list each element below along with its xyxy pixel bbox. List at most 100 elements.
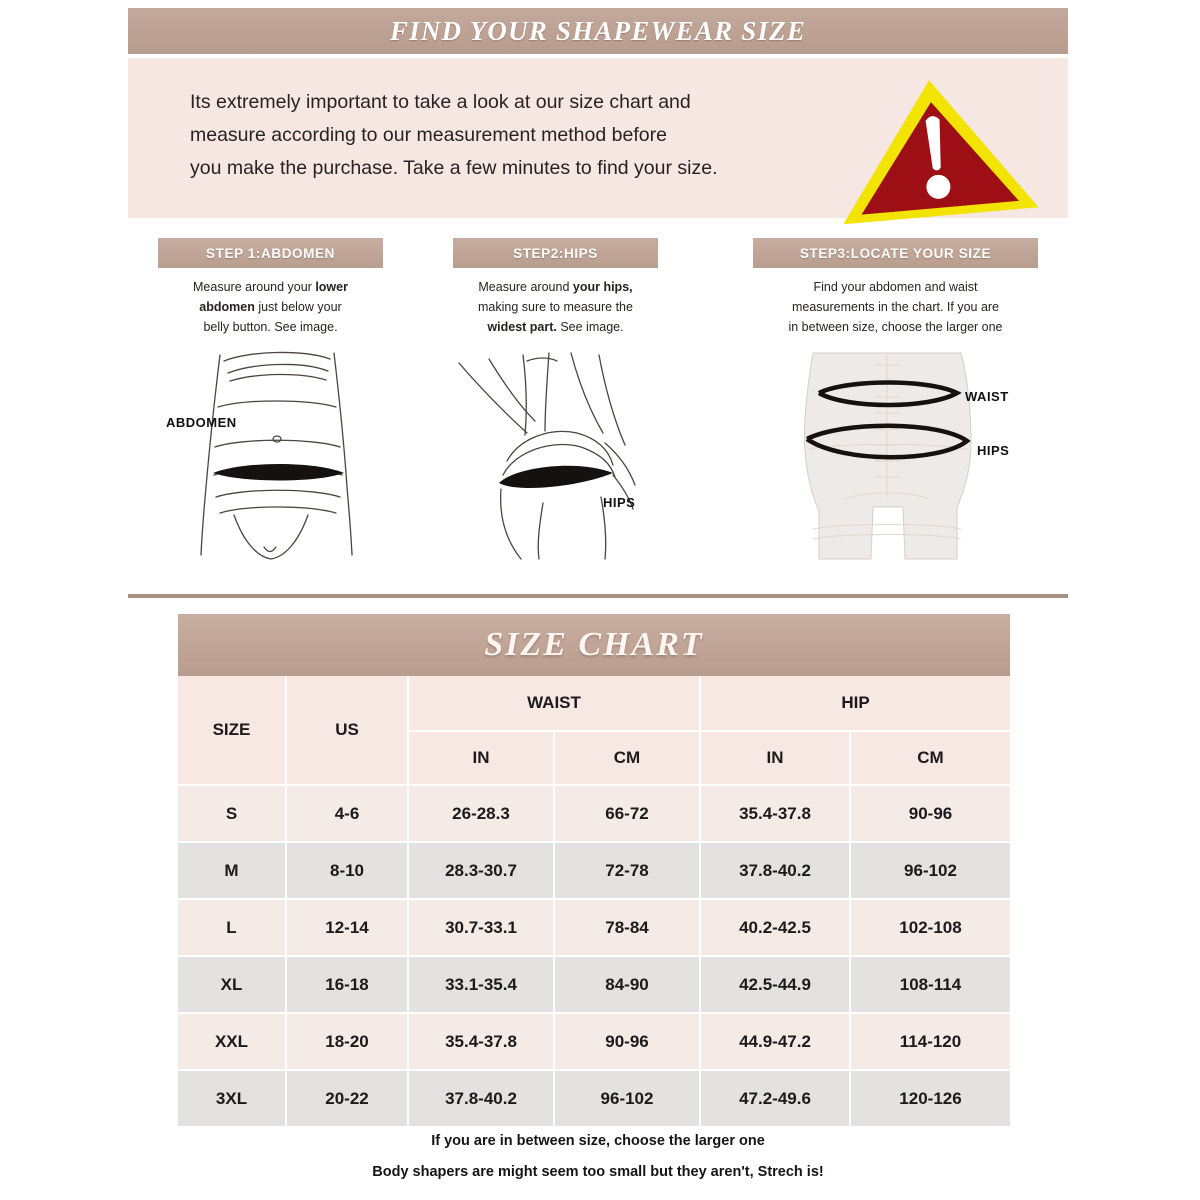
cell-waist-in: 30.7-33.1 <box>408 899 555 957</box>
cell-waist-cm: 90-96 <box>554 1013 701 1071</box>
table-row: S 4-6 26-28.3 66-72 35.4-37.8 90-96 <box>178 785 1010 843</box>
step-2-line2: making sure to measure the <box>478 300 633 314</box>
abdomen-figure-label: ABDOMEN <box>166 415 237 430</box>
step-1-description: Measure around your lower abdomen just b… <box>158 277 383 337</box>
cell-size: 3XL <box>178 1070 287 1128</box>
cell-us: 18-20 <box>286 1013 409 1071</box>
cell-hip-cm: 108-114 <box>850 956 1010 1014</box>
cell-hip-in: 40.2-42.5 <box>700 899 851 957</box>
step-3-locate-size: STEP3:LOCATE YOUR SIZE Find your abdomen… <box>753 238 1038 567</box>
intro-line-2: measure according to our measurement met… <box>190 124 667 146</box>
cell-hip-in: 35.4-37.8 <box>700 785 851 843</box>
cell-waist-cm: 96-102 <box>554 1070 701 1128</box>
step-2-description: Measure around your hips, making sure to… <box>453 277 658 337</box>
cell-us: 20-22 <box>286 1070 409 1128</box>
cell-size: XL <box>178 956 287 1014</box>
step-1-heading: STEP 1:ABDOMEN <box>206 245 335 261</box>
cell-waist-cm: 72-78 <box>554 842 701 900</box>
cell-waist-in: 28.3-30.7 <box>408 842 555 900</box>
footnote-line-1: If you are in between size, choose the l… <box>431 1133 765 1149</box>
intro-line-3: you make the purchase. Take a few minute… <box>190 157 718 179</box>
intro-line-1: Its extremely important to take a look a… <box>190 91 691 113</box>
cell-waist-in: 35.4-37.8 <box>408 1013 555 1071</box>
step-2-line1-pre: Measure around <box>478 280 573 294</box>
table-row: 3XL 20-22 37.8-40.2 96-102 47.2-49.6 120… <box>178 1070 1010 1128</box>
step-1-heading-bar: STEP 1:ABDOMEN <box>158 238 383 268</box>
cell-waist-cm: 84-90 <box>554 956 701 1014</box>
step-1-line1-bold: lower <box>315 280 348 294</box>
cell-hip-cm: 120-126 <box>850 1070 1010 1128</box>
step-3-heading-bar: STEP3:LOCATE YOUR SIZE <box>753 238 1038 268</box>
cell-size: XXL <box>178 1013 287 1071</box>
col-subheader-waist-cm: CM <box>554 731 701 786</box>
col-header-size: SIZE <box>178 676 287 786</box>
abdomen-measure-illustration: ABDOMEN <box>158 347 383 567</box>
cell-hip-in: 44.9-47.2 <box>700 1013 851 1071</box>
cell-waist-cm: 78-84 <box>554 899 701 957</box>
col-header-waist: WAIST <box>408 676 701 732</box>
hips-figure-label: HIPS <box>603 495 635 510</box>
section-divider <box>128 594 1068 598</box>
cell-us: 16-18 <box>286 956 409 1014</box>
step-2-heading: STEP2:HIPS <box>513 245 598 261</box>
size-chart-block: SIZE CHART SIZE US WAIST HIP IN CM IN CM <box>178 614 1010 1128</box>
step-3-line3: in between size, choose the larger one <box>788 320 1003 334</box>
table-row: XXL 18-20 35.4-37.8 90-96 44.9-47.2 114-… <box>178 1013 1010 1071</box>
cell-size: M <box>178 842 287 900</box>
col-subheader-hip-in: IN <box>700 731 851 786</box>
intro-paragraph: Its extremely important to take a look a… <box>190 86 830 185</box>
cell-size: S <box>178 785 287 843</box>
cell-us: 4-6 <box>286 785 409 843</box>
table-body: S 4-6 26-28.3 66-72 35.4-37.8 90-96 M 8-… <box>178 785 1010 1128</box>
cell-hip-cm: 102-108 <box>850 899 1010 957</box>
shapewear-garment-illustration: WAIST HIPS <box>753 347 1038 567</box>
step-3-description: Find your abdomen and waist measurements… <box>753 277 1038 337</box>
measurement-steps: STEP 1:ABDOMEN Measure around your lower… <box>128 238 1068 583</box>
step-2-line3-bold: widest part. <box>487 320 557 334</box>
step-1-line2-post: just below your <box>254 300 342 314</box>
warning-triangle-icon <box>828 68 1043 228</box>
step-1-line3: belly button. See image. <box>203 320 338 334</box>
table-header-row-units: IN CM IN CM <box>178 731 1010 786</box>
main-title-bar: FIND YOUR SHAPEWEAR SIZE <box>128 8 1068 54</box>
step-3-line2: measurements in the chart. If you are <box>791 300 1000 314</box>
col-subheader-hip-cm: CM <box>850 731 1010 786</box>
cell-hip-cm: 96-102 <box>850 842 1010 900</box>
cell-us: 12-14 <box>286 899 409 957</box>
step-3-heading: STEP3:LOCATE YOUR SIZE <box>799 245 992 261</box>
col-subheader-waist-in: IN <box>408 731 555 786</box>
cell-waist-cm: 66-72 <box>554 785 701 843</box>
size-chart-table: SIZE US WAIST HIP IN CM IN CM S 4-6 26-2… <box>178 676 1010 1128</box>
col-header-us: US <box>286 676 409 786</box>
table-row: L 12-14 30.7-33.1 78-84 40.2-42.5 102-10… <box>178 899 1010 957</box>
table-header-row-groups: SIZE US WAIST HIP <box>178 676 1010 786</box>
cell-hip-in: 37.8-40.2 <box>700 842 851 900</box>
step-1-line1-pre: Measure around your <box>193 280 316 294</box>
cell-hip-in: 42.5-44.9 <box>700 956 851 1014</box>
size-chart-heading-bar: SIZE CHART <box>178 614 1010 676</box>
hips-figure-label-3: HIPS <box>977 443 1009 458</box>
cell-hip-cm: 90-96 <box>850 785 1010 843</box>
col-header-hip: HIP <box>700 676 1010 732</box>
cell-us: 8-10 <box>286 842 409 900</box>
table-row: XL 16-18 33.1-35.4 84-90 42.5-44.9 108-1… <box>178 956 1010 1014</box>
step-2-heading-bar: STEP2:HIPS <box>453 238 658 268</box>
footnotes: If you are in between size, choose the l… <box>128 1126 1068 1188</box>
step-2-line3-post: See image. <box>556 320 624 334</box>
step-1-abdomen: STEP 1:ABDOMEN Measure around your lower… <box>158 238 383 567</box>
step-3-line1: Find your abdomen and waist <box>813 280 978 294</box>
step-2-hips: STEP2:HIPS Measure around your hips, mak… <box>453 238 658 567</box>
cell-hip-in: 47.2-49.6 <box>700 1070 851 1128</box>
step-2-line1-bold: your hips, <box>572 280 633 294</box>
table-row: M 8-10 28.3-30.7 72-78 37.8-40.2 96-102 <box>178 842 1010 900</box>
step-1-line2-bold: abdomen <box>199 300 255 314</box>
waist-figure-label: WAIST <box>965 389 1009 404</box>
size-chart-title: SIZE CHART <box>484 626 704 663</box>
hips-measure-illustration: HIPS <box>453 347 658 567</box>
cell-waist-in: 33.1-35.4 <box>408 956 555 1014</box>
intro-panel: Its extremely important to take a look a… <box>128 58 1068 225</box>
page-title: FIND YOUR SHAPEWEAR SIZE <box>389 15 807 46</box>
footnote-line-2: Body shapers are might seem too small bu… <box>372 1164 824 1180</box>
cell-hip-cm: 114-120 <box>850 1013 1010 1071</box>
